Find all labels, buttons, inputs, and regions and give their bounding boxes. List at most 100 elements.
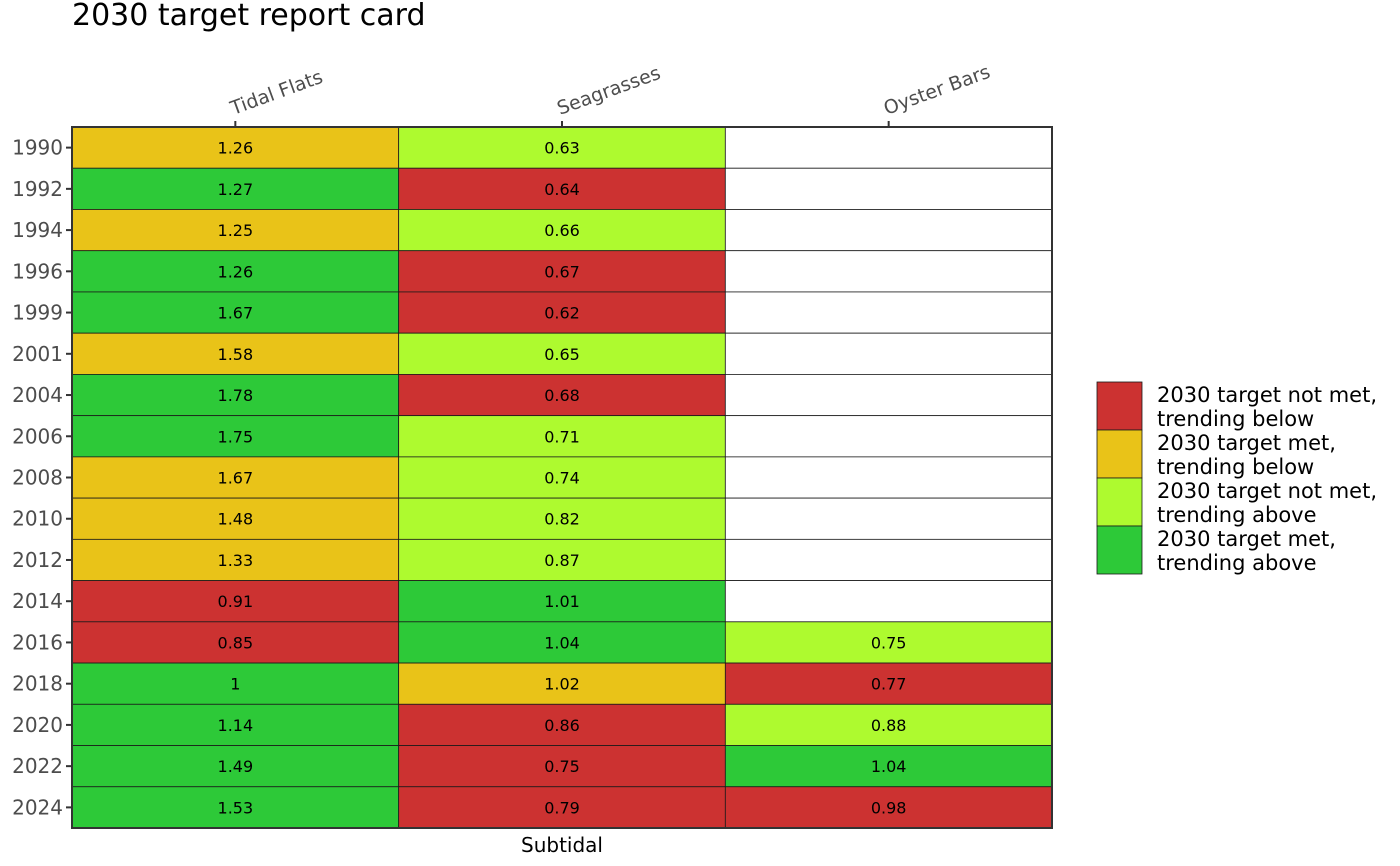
heatmap-cell (71, 703, 400, 746)
heatmap-cell (724, 703, 1053, 746)
legend-label: 2030 target not met, (1157, 383, 1377, 407)
heatmap-cell (398, 456, 726, 499)
y-tick-label: 1999 (12, 301, 63, 325)
legend-label: trending below (1157, 407, 1314, 431)
cell-value-label: 1.78 (218, 386, 254, 405)
cell-value-label: 0.85 (218, 633, 254, 652)
cell-value-label: 0.66 (544, 221, 580, 240)
y-tick-label: 2016 (12, 630, 63, 654)
y-tick-label: 2008 (12, 466, 63, 490)
cell-value-label: 1.04 (871, 757, 907, 776)
heatmap-cell (398, 374, 726, 417)
heatmap-cell (398, 209, 726, 252)
cell-value-label: 0.86 (544, 716, 580, 735)
cell-value-label: 0.67 (544, 262, 580, 281)
cell-value-label: 0.98 (871, 798, 907, 817)
x-tick-label: Seagrasses (554, 62, 663, 120)
heatmap-cell (71, 250, 400, 293)
cell-value-label: 1.67 (218, 304, 254, 323)
heatmap-cell (398, 662, 726, 705)
heatmap-cell (71, 374, 400, 417)
y-tick-label: 2006 (12, 424, 63, 448)
y-tick-label: 2010 (12, 507, 63, 531)
cell-value-label: 1.14 (218, 716, 254, 735)
heatmap-cell (724, 415, 1053, 458)
heatmap-cell (71, 621, 400, 664)
cell-value-label: 0.87 (544, 551, 580, 570)
y-tick-label: 2018 (12, 672, 63, 696)
x-tick-label: Oyster Bars (881, 61, 993, 120)
y-tick-label: 1996 (12, 259, 63, 283)
cell-value-label: 1.01 (544, 592, 580, 611)
cell-value-label: 1.67 (218, 469, 254, 488)
legend-label: trending above (1157, 503, 1317, 527)
y-tick-label: 2012 (12, 548, 63, 572)
y-tick-label: 1994 (12, 218, 63, 242)
heatmap-cell (724, 538, 1053, 581)
legend-label: 2030 target met, (1157, 527, 1336, 551)
cell-value-label: 1.58 (218, 345, 254, 364)
cell-value-label: 1.75 (218, 427, 254, 446)
cell-value-label: 0.75 (871, 633, 907, 652)
legend-label: 2030 target not met, (1157, 479, 1377, 503)
heatmap-cell (398, 745, 726, 788)
cell-value-label: 0.88 (871, 716, 907, 735)
legend-label: trending below (1157, 455, 1314, 479)
heatmap-cell (398, 250, 726, 293)
heatmap-cell (71, 126, 400, 169)
heatmap-cell (724, 580, 1053, 623)
heatmap-cell (398, 580, 726, 623)
heatmap-cell (398, 786, 726, 829)
heatmap-cell (71, 786, 400, 829)
cell-value-label: 0.63 (544, 139, 580, 158)
heatmap-cell (724, 374, 1053, 417)
cell-value-label: 0.71 (544, 427, 580, 446)
cell-value-label: 1.26 (218, 139, 254, 158)
cell-value-label: 0.62 (544, 304, 580, 323)
y-tick-label: 1992 (12, 177, 63, 201)
heatmap-cells (71, 126, 1053, 829)
heatmap-cell (398, 332, 726, 375)
cell-value-label: 1.04 (544, 633, 580, 652)
y-tick-label: 1990 (12, 136, 63, 160)
chart-title: 2030 target report card (72, 0, 426, 33)
heatmap-cell (724, 332, 1053, 375)
heatmap-cell (724, 621, 1053, 664)
x-tick-label: Tidal Flats (227, 66, 326, 120)
legend-label: 2030 target met, (1157, 431, 1336, 455)
heatmap-cell (724, 209, 1053, 252)
heatmap-cell (724, 662, 1053, 705)
heatmap-cell (71, 662, 400, 705)
heatmap-cell (724, 745, 1053, 788)
cell-value-label: 0.68 (544, 386, 580, 405)
y-axis: 1990 1992 1994 1996 1999 2001 2004 2006 2008 2010… (12, 136, 72, 819)
cell-value-label: 1.49 (218, 757, 254, 776)
heatmap-cell (71, 209, 400, 252)
heatmap-cell (724, 456, 1053, 499)
heatmap-cell (398, 621, 726, 664)
cell-value-label: 1.48 (218, 510, 254, 529)
y-tick-label: 2001 (12, 342, 63, 366)
y-tick-label: 2022 (12, 754, 63, 778)
y-tick-label: 2020 (12, 713, 63, 737)
cell-value-label: 1.53 (218, 798, 254, 817)
heatmap-cell (398, 126, 726, 169)
cell-value-label: 1.27 (218, 180, 254, 199)
heatmap-cell (398, 167, 726, 210)
cell-value-label: 1.02 (544, 675, 580, 694)
legend-key (1096, 477, 1143, 527)
x-axis-title: Subtidal (521, 833, 603, 857)
cell-value-label: 0.77 (871, 675, 907, 694)
heatmap-cell (71, 497, 400, 540)
cell-value-label: 0.79 (544, 798, 580, 817)
legend-key (1096, 525, 1143, 575)
cell-value-label: 0.64 (544, 180, 580, 199)
cell-value-label: 1 (230, 675, 240, 694)
cell-value-label: 1.25 (218, 221, 254, 240)
y-tick-label: 2024 (12, 795, 63, 819)
cell-value-label: 1.33 (218, 551, 254, 570)
heatmap-cell (724, 786, 1053, 829)
heatmap-cell (398, 291, 726, 334)
